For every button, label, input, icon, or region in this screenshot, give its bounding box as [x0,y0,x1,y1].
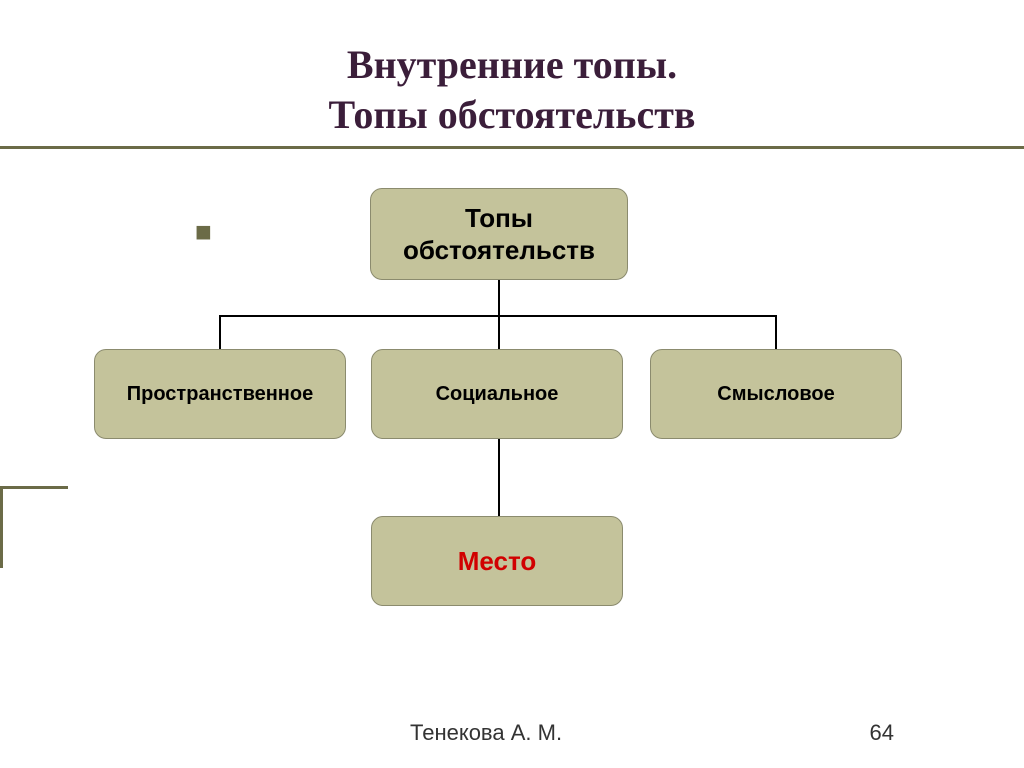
node-bottom-label: Место [458,545,537,578]
node-right-label: Смысловое [717,382,834,407]
node-root-line2: обстоятельств [403,235,595,265]
conn-to-mid [498,315,500,349]
node-bottom: Место [371,516,623,606]
conn-to-right [775,315,777,349]
node-root-line1: Топы [465,203,533,233]
conn-root-down [498,280,500,315]
title-underline [0,146,1024,149]
accent-vertical [0,486,3,568]
conn-mid-bottom [498,439,500,516]
title-line2: Топы обстоятельств [329,92,696,137]
conn-to-left [219,315,221,349]
node-left-label: Пространственное [127,382,313,407]
footer-page-number: 64 [870,720,894,746]
title-line1: Внутренние топы. [347,42,677,87]
bullet-marker: ■ [195,216,212,248]
node-right: Смысловое [650,349,902,439]
slide-title: Внутренние топы. Топы обстоятельств [0,40,1024,140]
accent-horizontal [0,486,68,489]
node-mid: Социальное [371,349,623,439]
node-root: Топы обстоятельств [370,188,628,280]
footer-author: Тенекова А. М. [410,720,562,746]
node-left: Пространственное [94,349,346,439]
node-mid-label: Социальное [436,382,559,407]
